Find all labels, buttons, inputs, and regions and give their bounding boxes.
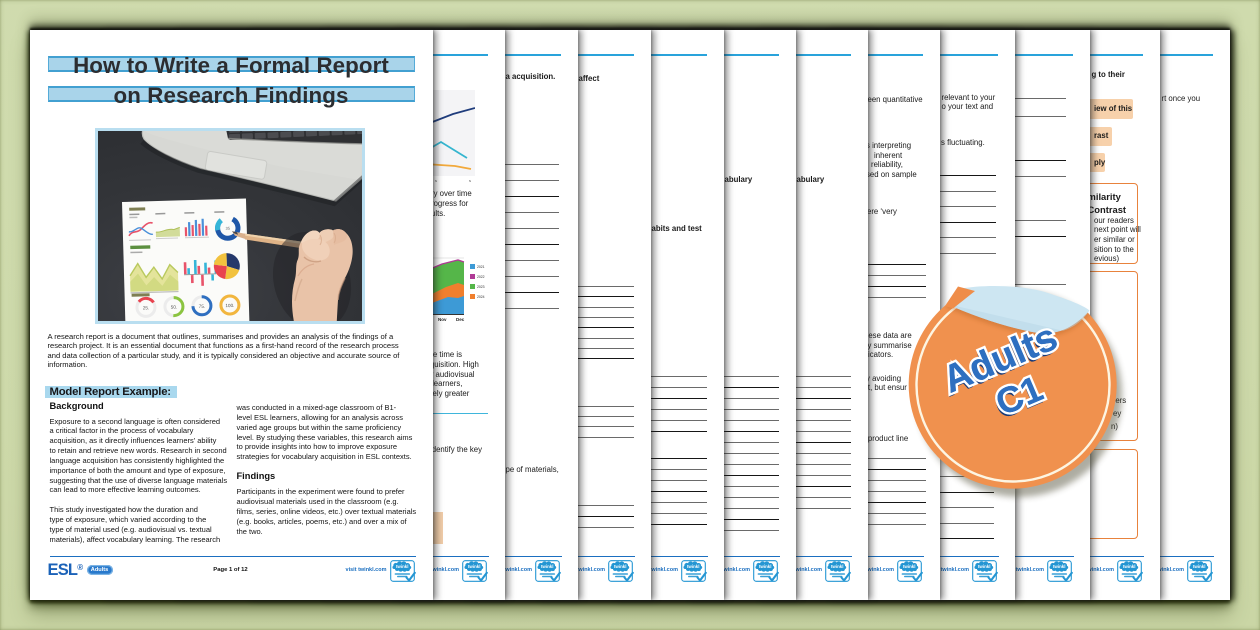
svg-text:2023: 2023 bbox=[477, 285, 485, 289]
svg-text:twinkl: twinkl bbox=[978, 564, 990, 569]
svg-text:s: s bbox=[435, 178, 437, 183]
svg-text:twinkl: twinkl bbox=[903, 564, 915, 569]
svg-text:2022: 2022 bbox=[477, 275, 485, 279]
svg-text:50.: 50. bbox=[171, 304, 178, 309]
svg-text:25.: 25. bbox=[143, 305, 150, 310]
svg-text:twinkl: twinkl bbox=[395, 564, 407, 569]
svg-text:twinkl: twinkl bbox=[759, 564, 771, 569]
svg-text:Nov: Nov bbox=[438, 317, 447, 322]
svg-text:2021: 2021 bbox=[477, 265, 485, 269]
svg-text:35: 35 bbox=[225, 225, 230, 230]
svg-text:2024: 2024 bbox=[477, 295, 485, 299]
svg-text:s: s bbox=[469, 178, 471, 183]
svg-text:twinkl: twinkl bbox=[1053, 564, 1065, 569]
svg-text:twinkl: twinkl bbox=[687, 564, 699, 569]
svg-text:twinkl: twinkl bbox=[1123, 564, 1135, 569]
svg-text:100.: 100. bbox=[225, 302, 234, 307]
svg-text:twinkl: twinkl bbox=[1193, 564, 1205, 569]
svg-text:twinkl: twinkl bbox=[468, 564, 480, 569]
svg-text:twinkl: twinkl bbox=[541, 564, 553, 569]
svg-text:Dec: Dec bbox=[456, 317, 465, 322]
svg-text:twinkl: twinkl bbox=[614, 564, 626, 569]
svg-text:75.: 75. bbox=[199, 303, 206, 308]
svg-text:twinkl: twinkl bbox=[831, 564, 843, 569]
